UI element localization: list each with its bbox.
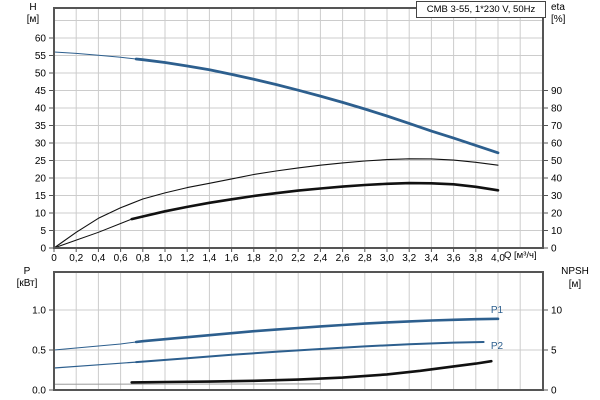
tick-label-x: 1,4: [202, 253, 216, 264]
tick-label-left: 35: [35, 121, 47, 132]
tick-label-x: 0,6: [114, 253, 128, 264]
tick-label-x: 0,2: [69, 253, 83, 264]
head-curve-emphasized: [134, 57, 500, 155]
eta-pump-curve: [53, 158, 499, 249]
tick-label-x: 2,8: [358, 253, 372, 264]
tick-label-right: 90: [551, 86, 563, 97]
tick-label-right: 10: [551, 226, 563, 237]
plot-border: [53, 7, 544, 249]
h-axis-label: H: [29, 2, 37, 13]
npsh-axis-unit: [м]: [568, 279, 582, 290]
tick-label-left: 45: [35, 86, 47, 97]
tick-label-x: 3,6: [447, 253, 461, 264]
tick-label-left: 0: [40, 244, 46, 255]
tick-label-right: 0: [551, 386, 557, 397]
tick-label-right: 40: [551, 174, 563, 185]
tick-label-left: 40: [35, 104, 47, 115]
tick-label-x: 2,0: [269, 253, 283, 264]
tick-label-left: 0.5: [32, 346, 46, 357]
tick-label-x: 3,0: [380, 253, 394, 264]
tick-label-right: 0: [551, 244, 557, 255]
p1-curve-emphasized: [134, 317, 500, 344]
tick-label-x: 3,8: [469, 253, 483, 264]
tick-label-right: 30: [551, 191, 563, 202]
q-axis-label: Q [м³/ч]: [504, 250, 537, 261]
p2-curve-label: P2: [490, 341, 504, 352]
tick-label-right: 5: [551, 346, 557, 357]
eta-total-curve-emphasized: [130, 181, 500, 221]
tick-label-x: 4,0: [491, 253, 505, 264]
tick-label-left: 20: [35, 174, 47, 185]
tick-label-right: 80: [551, 104, 563, 115]
p-axis-label: P: [23, 266, 31, 277]
eta-axis-unit: [%]: [551, 14, 566, 25]
tick-label-left: 10: [35, 209, 47, 220]
chart-title-box: CMB 3-55, 1*230 V, 50Hz: [416, 1, 546, 18]
tick-label-x: 1,0: [158, 253, 172, 264]
tick-label-right: 50: [551, 156, 563, 167]
tick-label-x: 3,2: [402, 253, 416, 264]
tick-label-x: 3,4: [424, 253, 438, 264]
tick-label-left: 25: [35, 156, 47, 167]
tick-label-left: 50: [35, 69, 47, 80]
tick-label-x: 2,6: [336, 253, 350, 264]
tick-label-left: 1.0: [32, 306, 46, 317]
plot-border: [53, 271, 544, 391]
tick-label-left: 0.0: [32, 386, 46, 397]
tick-label-left: 30: [35, 139, 47, 150]
h-axis-unit: [м]: [26, 14, 40, 25]
tick-label-x: 2,4: [313, 253, 327, 264]
tick-label-left: 15: [35, 191, 47, 202]
eta-axis-label: eta: [551, 2, 565, 13]
tick-label-x: 1,2: [180, 253, 194, 264]
tick-label-right: 70: [551, 121, 563, 132]
tick-label-right: 10: [551, 306, 563, 317]
p-axis-unit: [кВт]: [16, 278, 38, 289]
tick-label-left: 5: [40, 226, 46, 237]
tick-label-x: 1,6: [225, 253, 239, 264]
tick-label-x: 0: [51, 253, 57, 264]
p1-curve-label: P1: [490, 305, 504, 316]
tick-label-x: 0,4: [91, 253, 105, 264]
p2-curve: [53, 341, 485, 369]
npsh-curve: [130, 359, 493, 384]
tick-label-left: 55: [35, 51, 47, 62]
npsh-axis-label: NPSH: [561, 266, 589, 277]
tick-label-right: 20: [551, 209, 563, 220]
p2-curve-emphasized: [135, 341, 485, 364]
tick-label-x: 0,8: [136, 253, 150, 264]
tick-label-right: 60: [551, 139, 563, 150]
tick-label-x: 2,2: [291, 253, 305, 264]
tick-label-left: 60: [35, 34, 47, 45]
tick-label-x: 1,8: [247, 253, 261, 264]
